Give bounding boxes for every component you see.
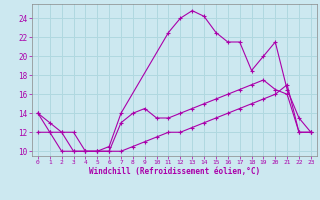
X-axis label: Windchill (Refroidissement éolien,°C): Windchill (Refroidissement éolien,°C) [89,167,260,176]
